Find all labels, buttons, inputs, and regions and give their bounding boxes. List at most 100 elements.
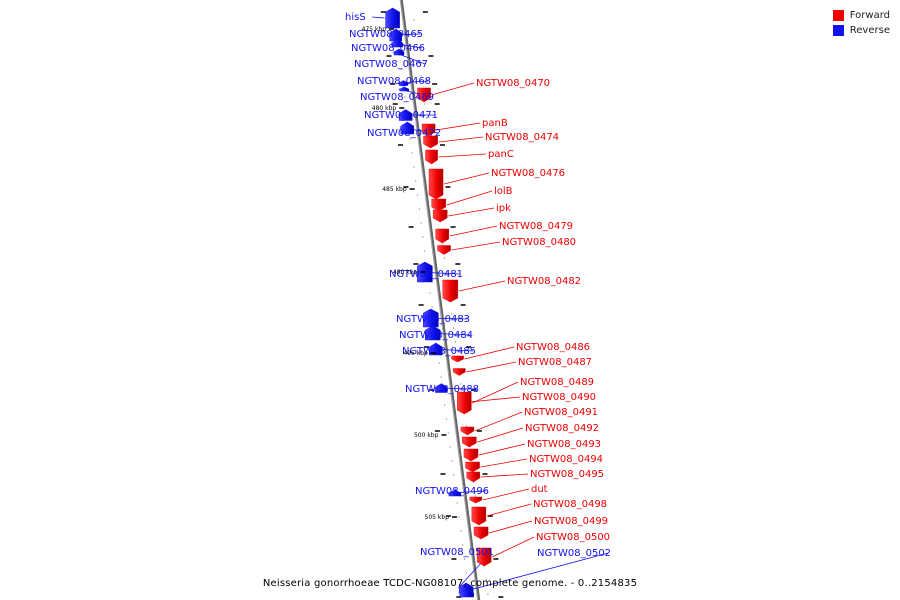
leader-line: [438, 136, 484, 143]
grid-dot: [429, 292, 431, 294]
grid-dot: [454, 488, 457, 490]
gene-label[interactable]: lolB: [494, 186, 513, 197]
leader-line: [372, 16, 385, 19]
gene-label[interactable]: NGTW08_0499: [534, 516, 608, 527]
grid-dot: [420, 222, 422, 224]
leader-line: [436, 122, 481, 131]
gene-arrow-NGTW08_0491: [460, 426, 475, 436]
gene-label[interactable]: NGTW08_0492: [525, 423, 599, 434]
gene-label[interactable]: NGTW08_0483: [396, 314, 470, 325]
gene-label[interactable]: dut: [531, 484, 548, 495]
gene-arrow-NGTW08_0472: [400, 121, 415, 135]
gene-arrow-NGTW08_0494: [465, 461, 480, 473]
gene-label[interactable]: NGTW08_0487: [518, 357, 592, 368]
gene-label[interactable]: NGTW08_0490: [522, 392, 596, 403]
leader-line: [458, 552, 609, 594]
scale-label: 500 kbp: [414, 432, 439, 439]
grid-dot: [447, 432, 449, 434]
gene-label[interactable]: NGTW08_0496: [415, 486, 489, 497]
grid-dot: [474, 495, 476, 497]
gene-label[interactable]: NGTW08_0474: [485, 132, 559, 143]
gene-label[interactable]: NGTW08_0476: [491, 168, 565, 179]
grid-dot: [431, 306, 433, 308]
gene-arrow-NGTW08_0471: [398, 109, 413, 121]
gene-label[interactable]: NGTW08_0485: [402, 346, 476, 357]
gene-label[interactable]: NGTW08_0488: [405, 384, 479, 395]
gene-label[interactable]: NGTW08_0470: [476, 78, 550, 89]
gene-label[interactable]: ipk: [496, 203, 511, 214]
grid-dot: [451, 313, 453, 315]
gene-arrow-NGTW08_0479: [435, 228, 449, 244]
gene-label[interactable]: NGTW08_0480: [502, 237, 576, 248]
gene-label[interactable]: NGTW08_0472: [367, 128, 441, 139]
leader-line: [458, 280, 506, 292]
gene-arrow-NGTW08_0465: [389, 28, 403, 42]
grid-dot: [465, 425, 467, 427]
leader-line: [478, 443, 526, 456]
gene-arrow-ipk: [432, 209, 448, 223]
gene-arrow-NGTW08_0500: [476, 547, 492, 567]
gene-label[interactable]: NGTW08_0501: [420, 547, 494, 558]
leader-line: [464, 346, 515, 360]
leader-line: [431, 82, 475, 96]
gene-label[interactable]: NGTW08_0468: [357, 76, 431, 87]
legend-forward-label: Forward: [849, 10, 890, 21]
gene-label[interactable]: NGTW08_0486: [516, 342, 590, 353]
leader-line: [486, 503, 532, 517]
gene-label[interactable]: NGTW08_0479: [499, 221, 573, 232]
gene-arrow-dut: [469, 496, 483, 504]
gene-label[interactable]: NGTW08_0465: [349, 29, 423, 40]
gene-arrow-NGTW08_0496: [448, 489, 462, 497]
gene-label[interactable]: NGTW08_0491: [524, 407, 598, 418]
legend-reverse-label: Reverse: [849, 25, 890, 36]
leader-line: [446, 190, 493, 206]
gene-arrow-NGTW08_0489: [457, 391, 472, 415]
grid-dot: [456, 502, 458, 504]
gene-label[interactable]: NGTW08_0502: [537, 548, 611, 559]
gene-label[interactable]: hisS: [345, 12, 366, 23]
scale-labels: 475 kbp 480 kbp 485 kbp 490 kbp 495 kbp 500 k…: [362, 26, 457, 521]
grid-dot: [413, 166, 415, 168]
gene-label[interactable]: NGTW08_0489: [520, 377, 594, 388]
gene-arrow-NGTW08_0482: [442, 279, 459, 303]
grid-dot: [463, 558, 466, 560]
gene-arrow-hisS: [385, 7, 400, 29]
grid-dot: [424, 250, 426, 252]
gene-label[interactable]: panC: [488, 149, 514, 160]
gene-label[interactable]: NGTW08_0500: [536, 532, 610, 543]
leader-line: [466, 361, 517, 373]
gene-label[interactable]: NGTW08_0471: [364, 110, 438, 121]
grid-dot: [442, 243, 444, 245]
gene-label[interactable]: NGTW08_0481: [389, 269, 463, 280]
gene-label[interactable]: NGTW08_0495: [530, 469, 604, 480]
gene-label[interactable]: NGTW08_0469: [360, 92, 434, 103]
gene-label[interactable]: NGTW08_0482: [507, 276, 581, 287]
genome-backbone: [399, 0, 481, 600]
grid-dot: [416, 194, 419, 196]
gene-arrow-NGTW08_0466: [391, 38, 404, 48]
grid-dot: [445, 271, 447, 273]
grid-dot: [418, 208, 420, 210]
reverse-swatch: [832, 25, 844, 36]
gene-label[interactable]: NGTW08_0467: [354, 59, 428, 70]
grid-dot: [487, 593, 489, 595]
gene-label[interactable]: NGTW08_0466: [351, 43, 425, 54]
gene-label[interactable]: NGTW08_0498: [533, 499, 607, 510]
grid-dot: [443, 257, 446, 259]
gene-label[interactable]: NGTW08_0493: [527, 439, 601, 450]
grid-dot: [422, 236, 424, 238]
leader-line: [472, 381, 519, 404]
forward-swatch: [832, 10, 844, 21]
legend: Forward Reverse: [832, 8, 890, 38]
gene-label[interactable]: NGTW08_0494: [529, 454, 603, 465]
scale-label: 480 kbp: [372, 105, 397, 112]
gene-label[interactable]: NGTW08_0484: [399, 330, 473, 341]
gene-arrow-lolB: [431, 198, 446, 212]
grid-dot: [404, 96, 406, 98]
grid-dot: [462, 544, 464, 546]
legend-forward: Forward: [832, 8, 890, 23]
leader-line: [448, 207, 495, 217]
gene-label[interactable]: panB: [482, 118, 508, 129]
gene-arrow-NGTW08_0488: [435, 383, 448, 393]
grid-dot: [449, 446, 451, 448]
